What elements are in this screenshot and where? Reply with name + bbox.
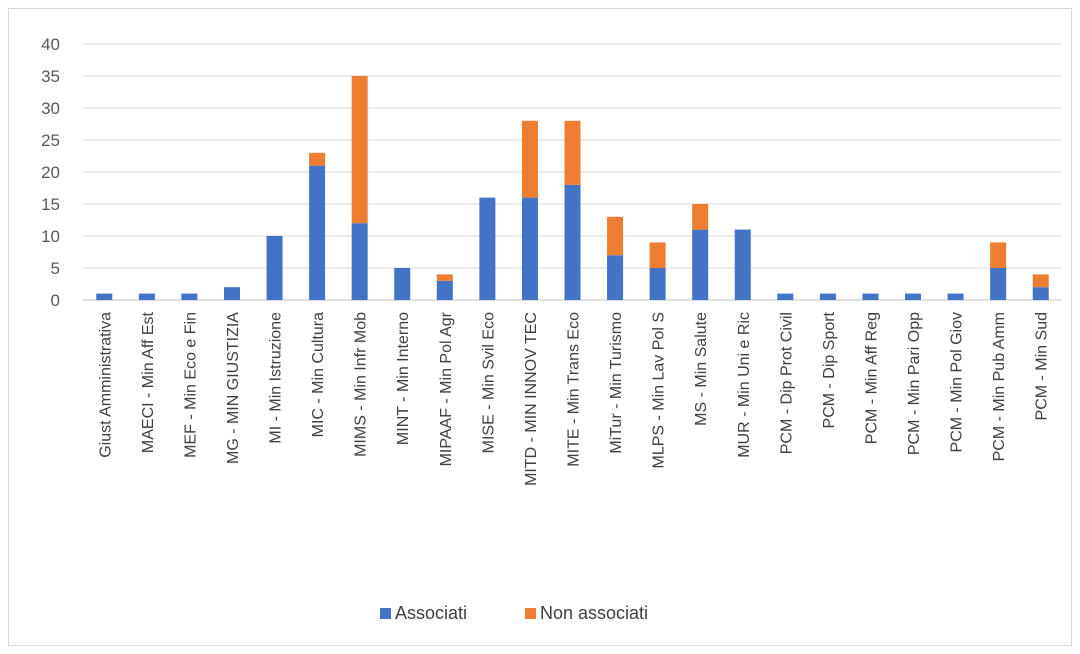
bar-associati: [862, 293, 879, 300]
legend-swatch-non-associati: [525, 608, 536, 619]
y-tick-label: 20: [41, 163, 60, 182]
y-tick-label: 0: [51, 291, 60, 310]
x-tick-label: MITE - Min Trans Eco: [566, 312, 583, 467]
x-tick-label: PCM - Min Pari Opp: [906, 312, 923, 455]
x-tick-label: MS - Min Salute: [693, 312, 710, 426]
bar-associati: [564, 184, 581, 300]
bar-associati: [96, 293, 113, 300]
bar-associati: [777, 293, 794, 300]
x-tick-label: PCM - Min Pol Giov: [949, 312, 966, 452]
bar-associati: [734, 229, 751, 300]
x-tick-label: MEF - Min Eco e Fin: [182, 312, 199, 458]
bar-non-associati: [649, 242, 666, 268]
bar-associati: [607, 255, 624, 300]
bar-non-associati: [1032, 274, 1049, 288]
x-tick-label: PCM - Min Pub Amm: [991, 312, 1008, 461]
bar-non-associati: [564, 120, 581, 185]
x-tick-label: MIPAAF - Min Pol Agr: [438, 311, 455, 466]
x-tick-label: MLPS - Min Lav Pol S: [651, 312, 668, 469]
bar-non-associati: [521, 120, 538, 198]
x-tick-label: PCM - Min Aff Reg: [863, 312, 880, 444]
bar-associati: [479, 197, 496, 300]
bar-associati: [819, 293, 836, 300]
bar-non-associati: [351, 76, 368, 224]
bar-associati: [947, 293, 964, 300]
chart-frame: [8, 8, 1072, 646]
bar-associati: [692, 229, 709, 300]
bar-associati: [394, 268, 411, 300]
bar-associati: [649, 268, 666, 300]
x-tick-label: MI - Min Istruzione: [268, 312, 285, 444]
bar-associati: [181, 293, 198, 300]
bar-associati: [266, 236, 283, 300]
x-tick-label: MIC - Min Cultura: [310, 312, 327, 437]
x-tick-label: MiTur - Min Turismo: [608, 312, 625, 454]
x-tick-label: PCM - Min Sud: [1034, 312, 1051, 420]
y-tick-label: 40: [41, 35, 60, 54]
x-tick-label: PCM - Dip Prot Civil: [778, 312, 795, 454]
y-tick-label: 25: [41, 131, 60, 150]
bar-associati: [436, 280, 453, 300]
y-tick-label: 15: [41, 195, 60, 214]
legend-swatch-associati: [380, 608, 391, 619]
bar-non-associati: [309, 152, 326, 166]
x-tick-label: PCM - Dip Sport: [821, 311, 838, 428]
x-tick-label: MG - MIN GIUSTIZIA: [225, 312, 242, 464]
bar-associati: [905, 293, 922, 300]
y-tick-label: 30: [41, 99, 60, 118]
bar-non-associati: [990, 242, 1007, 268]
x-tick-label: MAECI - Min Aff Est: [140, 311, 157, 453]
x-tick-label: MINT - Min Interno: [395, 312, 412, 445]
y-tick-label: 5: [51, 259, 60, 278]
legend-label-associati: Associati: [395, 603, 467, 623]
bar-non-associati: [607, 216, 624, 256]
x-tick-label: Giust Amministrativa: [97, 312, 114, 458]
x-tick-label: MITD - MIN INNOV TEC: [523, 312, 540, 486]
bar-associati: [990, 268, 1007, 300]
bar-associati: [223, 287, 240, 300]
bar-associati: [521, 197, 538, 300]
bar-associati: [138, 293, 155, 300]
bar-non-associati: [436, 274, 453, 281]
y-tick-label: 35: [41, 67, 60, 86]
bar-associati: [1032, 287, 1049, 300]
y-tick-label: 10: [41, 227, 60, 246]
legend-label-non-associati: Non associati: [540, 603, 648, 623]
x-tick-label: MISE - Min Svil Eco: [480, 312, 497, 453]
bar-associati: [309, 165, 326, 300]
bar-associati: [351, 223, 368, 300]
x-tick-label: MIMS - Min Infr Mob: [353, 312, 370, 457]
x-tick-label: MUR - Min Uni e Ric: [736, 312, 753, 458]
bar-non-associati: [692, 204, 709, 230]
